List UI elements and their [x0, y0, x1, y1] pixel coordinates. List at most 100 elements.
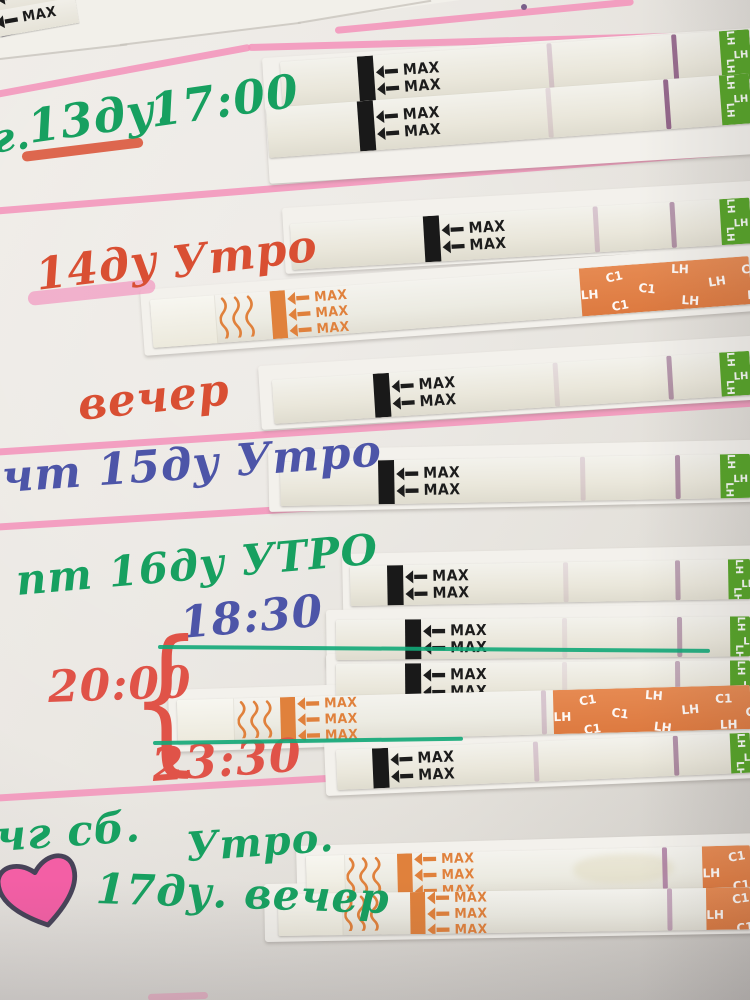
test-line — [592, 206, 601, 253]
max-label: MAX — [323, 693, 358, 711]
cap-letter: LH — [723, 482, 735, 498]
heart-doodle — [0, 840, 97, 947]
cap-letter: LH — [733, 217, 749, 230]
test-line — [561, 617, 568, 659]
wavy-lines-icon — [218, 294, 261, 343]
arrow-icon — [432, 628, 446, 633]
note-16: пт 16ду УТРО — [14, 524, 380, 604]
max-row: MAX — [423, 666, 487, 684]
ink-bar — [371, 747, 390, 789]
max-label: MAX — [450, 621, 488, 640]
cap-letter: LH — [706, 907, 725, 923]
note-16-weekday: пт — [13, 549, 95, 605]
arrow-icon — [423, 871, 437, 877]
arrow-icon — [451, 243, 465, 249]
note-14-evening: вечер — [75, 364, 232, 431]
arrow-icon — [297, 310, 311, 316]
cap-letter: C1 — [727, 848, 747, 865]
control-line — [666, 355, 674, 400]
arrow-icon — [436, 894, 450, 899]
cap-letter: LH — [733, 761, 746, 774]
arrow-icon — [306, 700, 320, 705]
cap-letter: C1 — [745, 704, 750, 720]
arrow-icon — [306, 732, 321, 737]
cap-letter: LH — [743, 636, 750, 648]
arrow-icon — [401, 399, 415, 405]
cap-letter: LH — [680, 701, 700, 718]
max-label: MAX — [403, 75, 442, 96]
arrow-icon — [385, 85, 400, 91]
cap-letter: LH — [724, 198, 736, 214]
ink-bar — [409, 891, 426, 935]
max-label: MAX — [417, 747, 455, 767]
max-label: MAX — [441, 864, 475, 882]
max-label: MAX — [21, 3, 58, 26]
ink-bar — [396, 853, 413, 896]
arrow-icon — [414, 573, 428, 579]
ink-bar — [356, 55, 377, 107]
max-label: MAX — [468, 217, 507, 237]
stain — [573, 853, 674, 885]
wavy-lines-icon — [237, 699, 278, 742]
cap-letter: LH — [724, 351, 736, 368]
cap-letter: LH — [553, 709, 572, 725]
arrow-icon — [306, 716, 320, 721]
max-column: MAX MAX MAX — [414, 849, 475, 898]
cap-letter: LH — [733, 644, 745, 657]
max-row: MAX — [396, 464, 460, 482]
max-label: MAX — [403, 120, 442, 141]
control-line — [672, 735, 680, 776]
arrow-icon — [384, 68, 399, 74]
max-row: MAX — [423, 622, 487, 640]
arrow-icon — [296, 294, 310, 300]
note-15-day: 15ду — [96, 436, 222, 497]
max-row: MAX — [414, 865, 475, 883]
test-line — [540, 690, 548, 735]
arrow-icon — [414, 590, 428, 596]
cap-letter: LH — [731, 587, 743, 600]
arrow-icon — [298, 326, 312, 332]
arrow-icon — [405, 487, 419, 493]
cap-letter: LH — [733, 473, 749, 486]
arrow-icon — [405, 470, 419, 476]
control-line — [674, 455, 681, 500]
cap-letter: LH — [741, 578, 750, 591]
cap-letter: LH — [723, 379, 736, 396]
arrow-icon — [450, 226, 464, 232]
cap-letter: C1 — [714, 691, 733, 706]
cap-letter: LH — [681, 292, 700, 308]
max-row: MAX — [405, 567, 469, 585]
arrow-icon — [400, 773, 414, 778]
max-row: MAX — [396, 481, 461, 499]
cap-letter: C1 — [610, 297, 630, 314]
cap-letter: LH — [707, 273, 727, 290]
max-label: MAX — [453, 887, 488, 905]
test-line — [666, 888, 673, 931]
arrow-icon — [399, 756, 413, 762]
note-17-evening: вечер — [243, 869, 391, 924]
red-brace: { — [130, 607, 203, 791]
cap-letter: LH — [732, 559, 745, 575]
cap-letter: C1 — [610, 705, 630, 722]
arrow-icon — [423, 855, 437, 861]
max-row: MAX — [297, 709, 358, 727]
max-label: MAX — [324, 709, 358, 727]
max-label: MAX — [454, 903, 488, 921]
cap-letter: LH — [734, 616, 746, 632]
arrow-icon — [432, 672, 446, 677]
max-row: MAX — [442, 234, 507, 255]
cap-letter: LH — [723, 102, 736, 119]
max-label: MAX — [418, 373, 457, 394]
max-column: MAX MAX MAX — [297, 693, 358, 742]
cap-letter: LH — [644, 687, 664, 704]
